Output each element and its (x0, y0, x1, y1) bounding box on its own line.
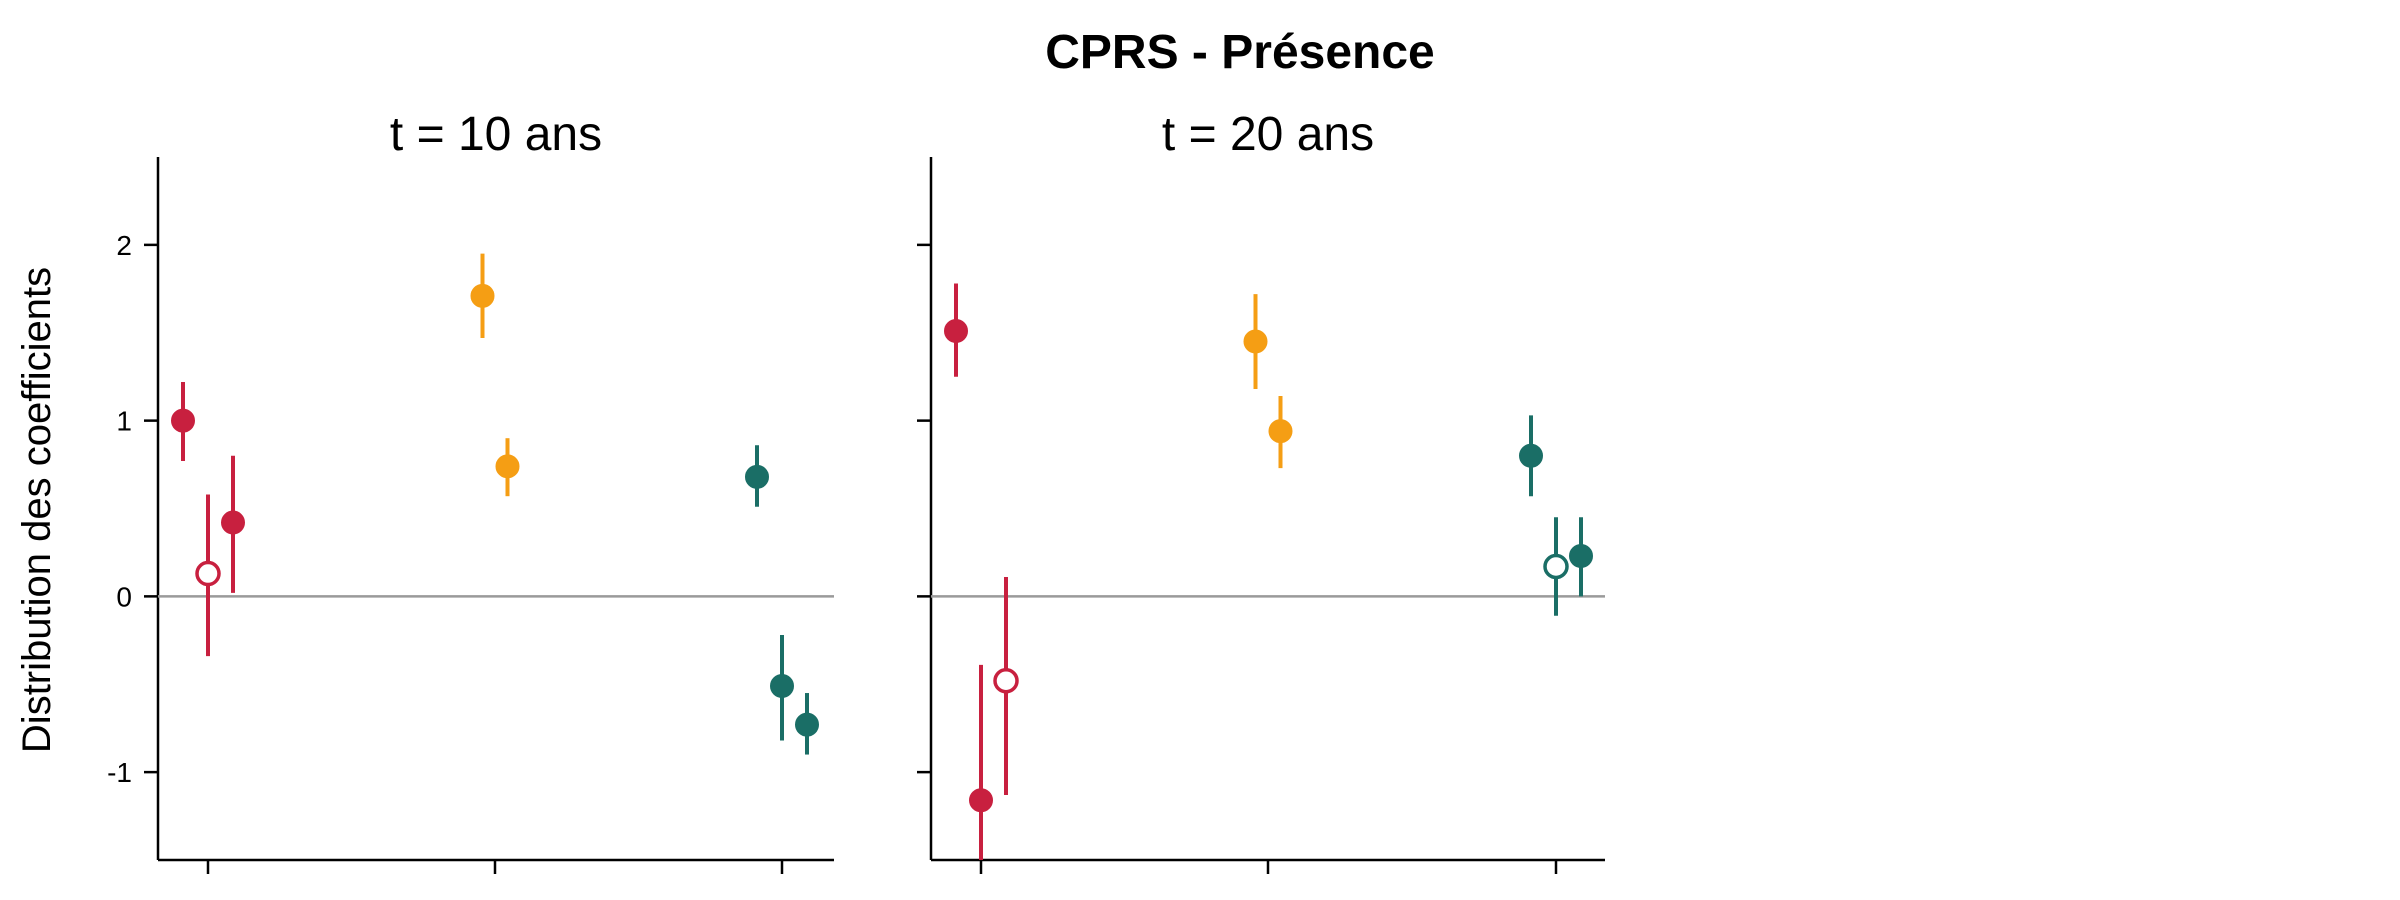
panel-title: t = 20 ans (1162, 108, 1374, 161)
y-axis-label: Distribution des coefficients (15, 267, 59, 753)
data-point (221, 510, 245, 535)
chart-title: CPRS - Présence (1045, 26, 1435, 79)
data-point (1243, 329, 1268, 354)
data-point (1268, 419, 1293, 444)
data-point (770, 674, 794, 699)
panel-1: t = 10 ans -1 0 1 2 (107, 108, 834, 874)
data-point (171, 408, 195, 433)
y-tick-label: 1 (116, 406, 132, 437)
panels: t = 10 ans -1 0 1 2 t = 20 ans (107, 108, 1605, 874)
data-point (495, 454, 520, 479)
data-point (1519, 443, 1543, 468)
data-point (969, 788, 993, 813)
data-point (795, 712, 819, 737)
data-point (944, 318, 968, 343)
panel-title: t = 10 ans (390, 108, 602, 161)
data-point-open (1543, 553, 1569, 580)
y-tick-label: -1 (107, 757, 132, 788)
data-point (1569, 543, 1593, 568)
data-point (470, 283, 495, 308)
panel-2: t = 20 ans (917, 108, 1605, 874)
data-point-open (195, 560, 221, 587)
y-tick-label: 2 (116, 230, 132, 261)
y-tick-label: 0 (116, 581, 132, 612)
data-point-open (993, 667, 1019, 694)
data-point (745, 464, 769, 489)
